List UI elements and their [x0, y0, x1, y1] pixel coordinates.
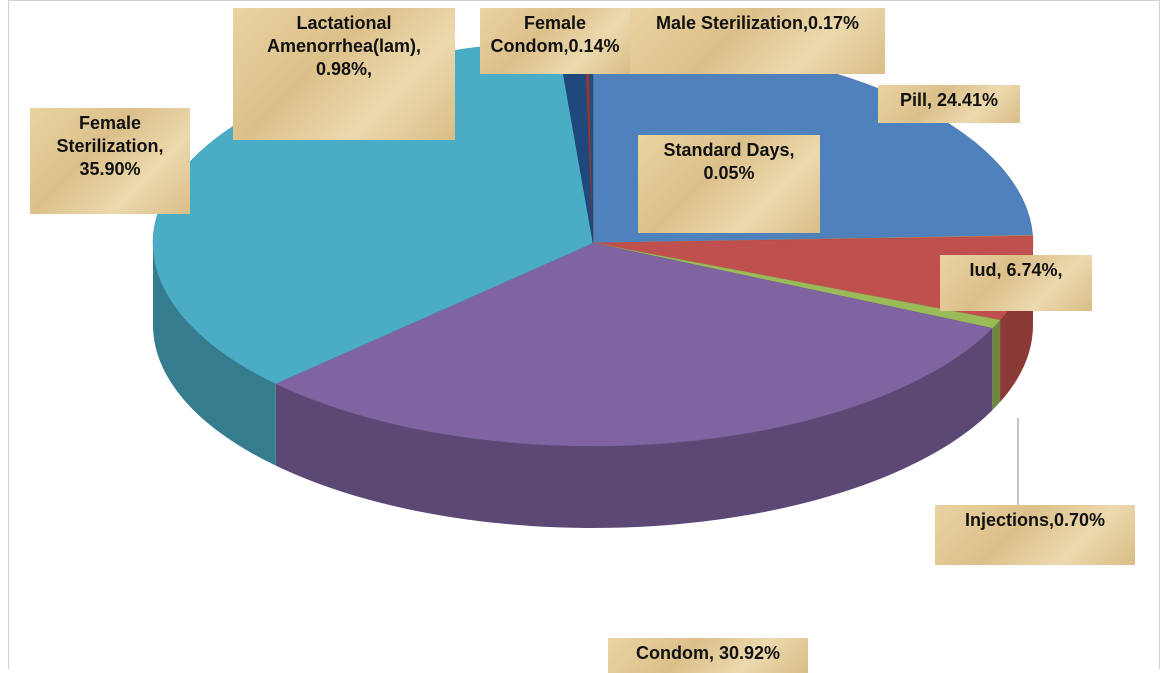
data-label: Iud, 6.74%,: [940, 255, 1092, 311]
data-label: Male Sterilization,0.17%: [630, 8, 885, 74]
data-label: Female Sterilization, 35.90%: [30, 108, 190, 214]
slice-side: [275, 328, 993, 528]
slice: [275, 242, 993, 447]
data-label: Female Condom,0.14%: [480, 8, 630, 74]
slice-side: [153, 243, 276, 466]
chart-frame: [8, 0, 1160, 669]
data-label: Pill, 24.41%: [878, 85, 1020, 123]
data-label: Condom, 30.92%: [608, 638, 808, 673]
slice-side: [992, 320, 1001, 411]
data-label: Standard Days, 0.05%: [638, 135, 820, 233]
data-label: Lactational Amenorrhea(lam), 0.98%,: [233, 8, 455, 140]
data-label: Injections,0.70%: [935, 505, 1135, 565]
